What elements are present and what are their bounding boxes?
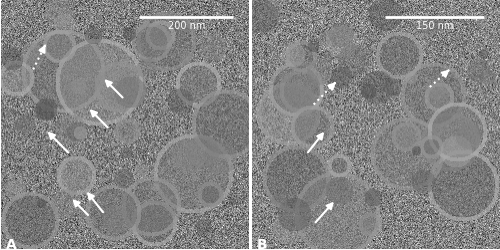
Text: B: B xyxy=(257,237,268,250)
Text: 200 nm: 200 nm xyxy=(168,20,205,30)
Text: A: A xyxy=(6,237,16,250)
Text: 150 nm: 150 nm xyxy=(416,20,454,30)
